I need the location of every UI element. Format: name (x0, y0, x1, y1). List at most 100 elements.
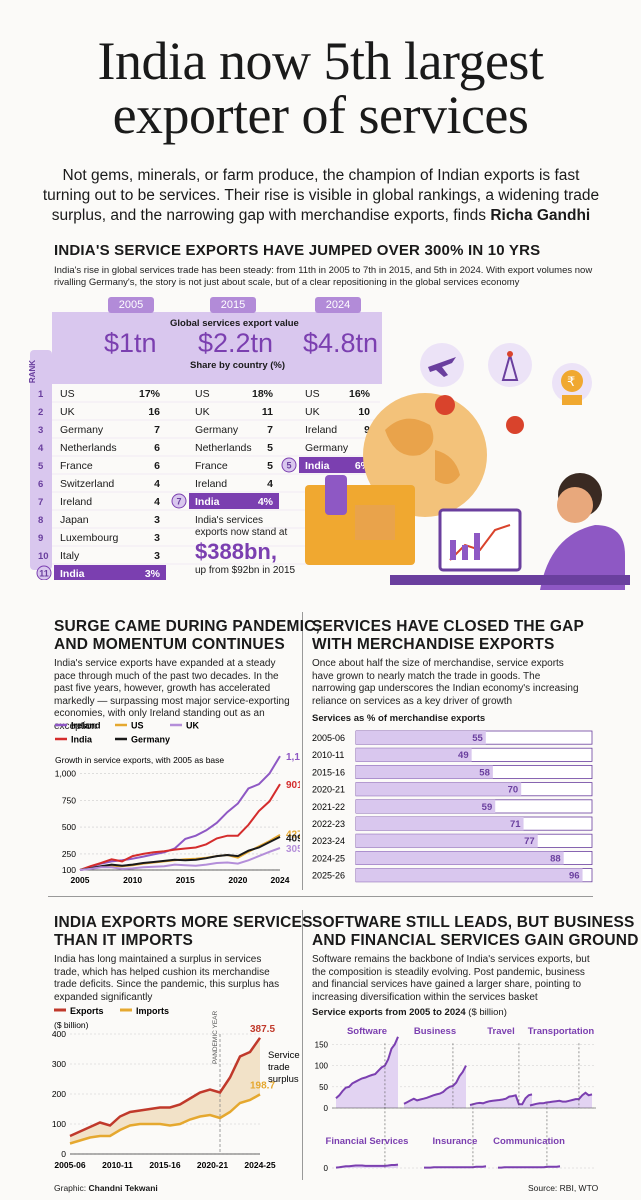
x-tick-label: 2020 (228, 875, 247, 885)
panel-line (529, 1091, 593, 1107)
callout-value: $388bn, (195, 539, 277, 564)
value-2005: $1tn (104, 328, 157, 358)
y-tick-label: 150 (315, 1040, 329, 1049)
country-name: Germany (195, 424, 239, 436)
y-tick-label: 500 (62, 822, 76, 832)
country-name: Italy (60, 550, 80, 562)
panel-line (335, 1036, 399, 1100)
legend-label: Ireland (71, 721, 101, 731)
country-share: 3 (154, 550, 160, 562)
bar-fill (356, 817, 524, 831)
country-share: 4 (267, 478, 273, 490)
x-tick-label: 2024-25 (244, 1160, 275, 1170)
panel-title: Insurance (433, 1136, 478, 1147)
country-share: 7 (154, 424, 160, 436)
india-rank-value: 11 (39, 569, 49, 579)
section3-subtitle: Services as % of merchandise exports (312, 713, 486, 724)
y-tick-label: 750 (62, 795, 76, 805)
y-tick-label: 200 (52, 1089, 66, 1099)
section4-text: India has long maintained a surplus in s… (54, 954, 280, 1003)
share-label: Share by country (%) (190, 360, 286, 371)
bar-value-label: 96 (569, 871, 580, 882)
rank-number: 2 (38, 407, 43, 418)
india-rank-badge (36, 565, 52, 580)
panel-area (336, 1036, 398, 1108)
country-share: 6 (154, 460, 160, 472)
section1-title: INDIA'S SERVICE EXPORTS HAVE JUMPED OVER… (54, 242, 541, 259)
growth-line-chart: Ireland India US Germany UK Growth in service… (55, 721, 300, 886)
country-name: US (305, 388, 320, 400)
section2-title-line1: SURGE CAME DURING PANDEMIC, (54, 618, 321, 635)
rupee-icon: ₹ (552, 363, 592, 405)
x-tick-label: 2010 (123, 875, 142, 885)
panel-title: Communication (493, 1136, 565, 1147)
bar-fill (356, 834, 538, 848)
y-tick-label: 0 (61, 1149, 66, 1159)
section5-subtitle-main: Service exports from 2005 to 2024 (312, 1007, 466, 1018)
worker-illustration: ₹ (305, 343, 630, 590)
section2-title: SURGE CAME DURING PANDEMIC, AND MOMENTUM… (54, 618, 320, 654)
country-name: Netherlands (195, 442, 252, 454)
year-2005: 2005 (108, 297, 154, 313)
graphic-credit-prefix: Graphic: (54, 1183, 89, 1193)
country-share: 7 (267, 424, 273, 436)
legend-exports: Exports (70, 1006, 104, 1016)
source-credit: Source: RBI, WTO (528, 1183, 599, 1193)
bar-value-label: 88 (550, 853, 561, 864)
end-label-us: 427 (286, 830, 300, 841)
divider-vertical-2 (302, 910, 303, 1180)
india-highlight (299, 457, 376, 473)
country-name: US (60, 388, 75, 400)
x-tick-label: 2010-11 (102, 1160, 133, 1170)
bar-category-label: 2010-11 (312, 750, 344, 760)
surplus-area (70, 1037, 260, 1144)
location-pin-icon (435, 395, 455, 415)
section4-title-line1: INDIA EXPORTS MORE SERVICES (54, 914, 313, 931)
value-2024: $4.8tn (303, 328, 379, 358)
x-tick-label: 2005-06 (54, 1160, 85, 1170)
country-name: India (60, 568, 85, 580)
series-line-ireland (79, 755, 281, 871)
rank-label: RANK (28, 360, 37, 384)
section3-title-line2: WITH MERCHANDISE EXPORTS (312, 636, 555, 653)
bar-value-label: 55 (472, 733, 483, 744)
series-line-uk (79, 847, 281, 871)
bar-category-label: 2015-16 (312, 767, 345, 777)
legend-label: India (71, 735, 93, 745)
country-name: India (195, 496, 220, 508)
panel-area (530, 1092, 592, 1108)
country-name: France (195, 460, 228, 472)
india-rank-value: 5 (286, 461, 291, 471)
y-tick-label: 50 (319, 1083, 328, 1092)
country-share: 6 (154, 442, 160, 454)
y-tick-label: 100 (52, 1119, 66, 1129)
bar-category-label: 2020-21 (312, 785, 345, 795)
rank-number: 10 (38, 551, 49, 562)
pandemic-label: PANDEMIC YEAR (212, 1010, 219, 1064)
india-highlight (54, 565, 166, 580)
bar-value-label: 58 (479, 767, 490, 778)
bar-category-label: 2005-06 (312, 733, 345, 743)
country-name: UK (60, 406, 75, 418)
country-name: UK (305, 406, 320, 418)
bar-fill (356, 799, 496, 813)
graphic-credit: Graphic: Chandni Tekwani (54, 1183, 158, 1193)
country-name: France (60, 460, 93, 472)
legend-label: Germany (131, 735, 170, 745)
india-rank-value: 7 (176, 497, 181, 507)
panel-line (498, 1165, 561, 1169)
country-share: 10 (358, 406, 370, 418)
rank-number: 3 (38, 425, 43, 436)
country-share: 3 (154, 514, 160, 526)
rank-number: 1 (38, 389, 44, 400)
rank-number: 6 (38, 479, 43, 490)
divider-vertical-1 (302, 612, 303, 890)
intro-body: Not gems, minerals, or farm produce, the… (42, 167, 600, 224)
series-line-imports (69, 1093, 261, 1145)
y-tick-label: 0 (324, 1164, 329, 1173)
callout-line2: exports now stand at (195, 527, 288, 538)
country-share: 5 (267, 442, 273, 454)
x-tick-label: 2024 (271, 875, 290, 885)
end-label-germany: 409 (286, 833, 300, 844)
section1-text: India's rise in global services trade ha… (54, 265, 593, 288)
